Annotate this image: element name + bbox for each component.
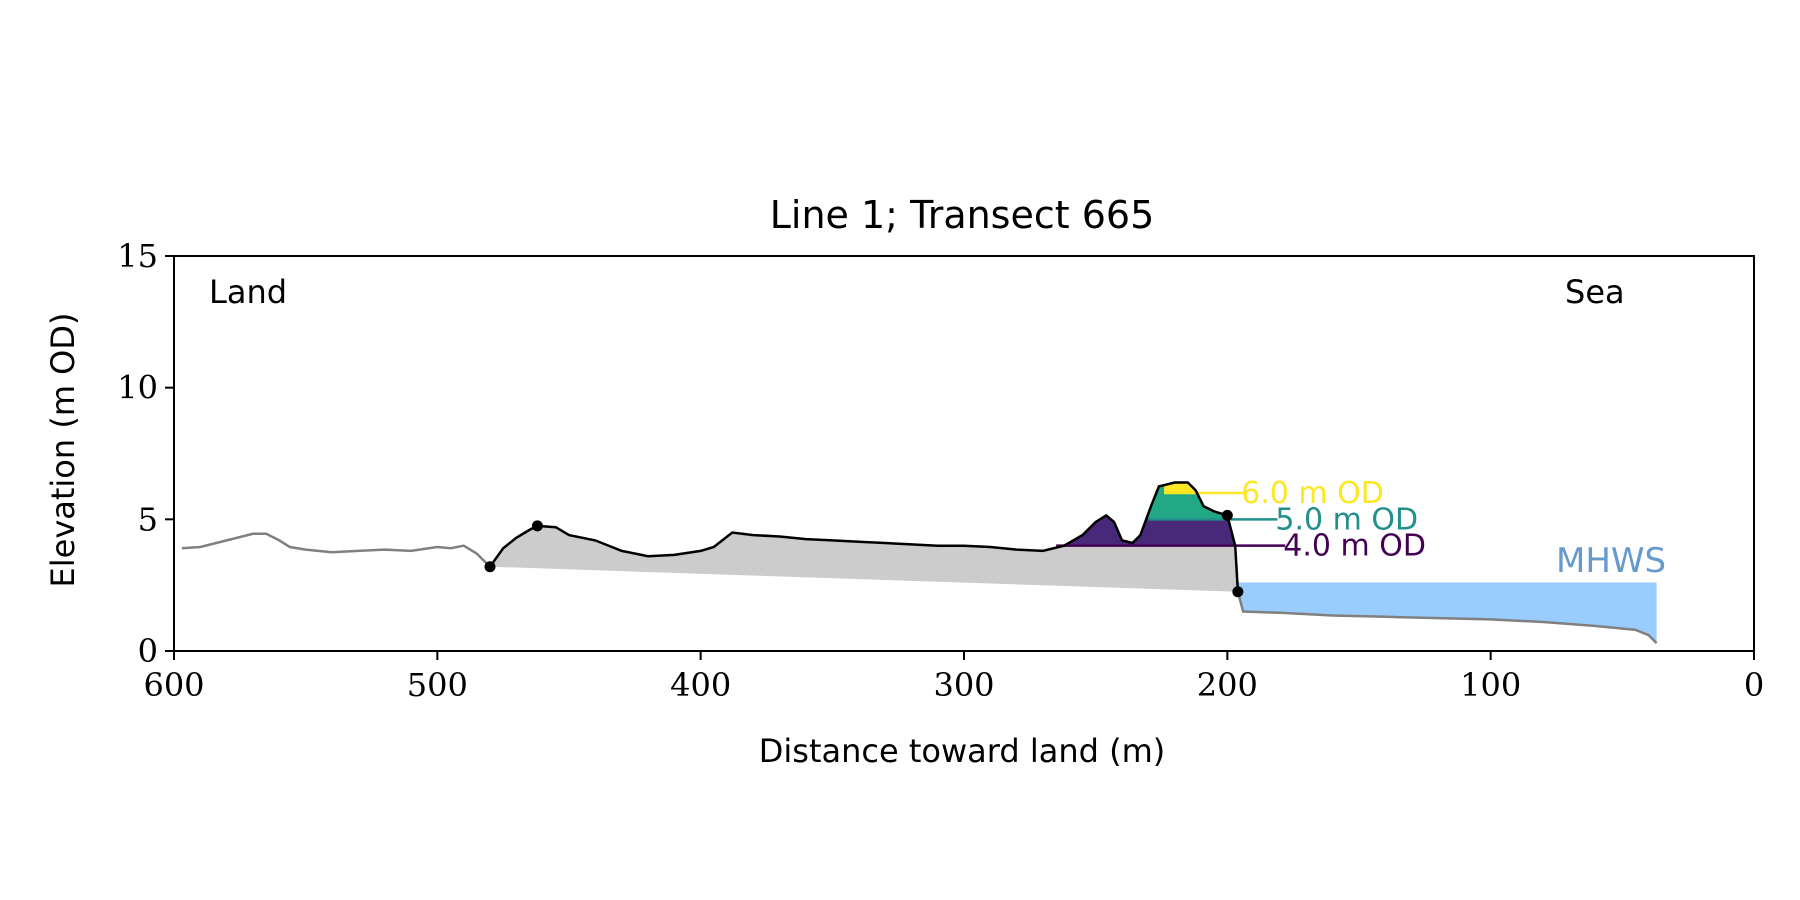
dune-point-1	[531, 520, 543, 532]
profile-line-dune	[488, 481, 1240, 592]
dune-point-0	[484, 561, 496, 573]
y-tick-label-15: 15	[117, 237, 158, 275]
x-tick-label-0: 0	[1744, 666, 1764, 704]
annotation-sea: Sea	[1565, 273, 1625, 311]
fill-layer	[490, 482, 1657, 644]
dune-point-2	[1221, 509, 1233, 521]
level-label-4: 4.0 m OD	[1283, 529, 1426, 564]
x-tick-label-500: 500	[407, 666, 468, 704]
x-tick-label-400: 400	[670, 666, 731, 704]
point-layer	[484, 509, 1244, 598]
x-tick-label-300: 300	[933, 666, 994, 704]
y-tick-label-5: 5	[138, 500, 158, 538]
profile-line-land	[181, 532, 491, 568]
axes: 600 500 400 300 200 100 0 0 5 10 15	[117, 237, 1764, 704]
dune-point-3	[1232, 586, 1244, 598]
chart-title: Line 1; Transect 665	[770, 193, 1155, 237]
x-axis-label: Distance toward land (m)	[759, 732, 1165, 770]
x-tick-label-600: 600	[143, 666, 204, 704]
annotation-land: Land	[209, 273, 287, 311]
y-tick-label-0: 0	[138, 632, 158, 670]
dune-fill	[490, 482, 1238, 592]
x-tick-label-100: 100	[1460, 666, 1521, 704]
sea-fill	[1235, 582, 1657, 644]
y-axis-label: Elevation (m OD)	[44, 313, 82, 588]
x-tick-label-200: 200	[1197, 666, 1258, 704]
level-label-6: 6.0 m OD	[1241, 476, 1384, 511]
y-tick-label-10: 10	[117, 369, 158, 407]
annotation-mhws: MHWS	[1556, 541, 1666, 581]
line-layer	[181, 481, 1658, 644]
level-labels: 4.0 m OD5.0 m OD6.0 m OD	[1241, 476, 1426, 564]
level-fill-6	[1164, 482, 1236, 493]
level-label-5: 5.0 m OD	[1275, 502, 1418, 537]
profile-line-beach	[1236, 591, 1658, 644]
